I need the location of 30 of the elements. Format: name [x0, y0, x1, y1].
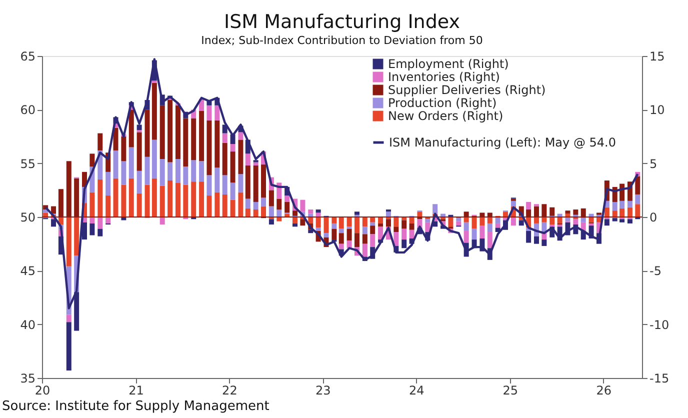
- y-tick-label: 50: [20, 210, 36, 224]
- y2-tick-label: 10: [650, 103, 665, 118]
- y2-tick-label: -10: [650, 318, 670, 332]
- x-tick-label: 21: [128, 384, 144, 398]
- y-tick-label: 45: [20, 264, 36, 278]
- y-tick-label: 55: [20, 156, 36, 171]
- y2-tick-label: 5: [650, 156, 658, 171]
- legend-label: Supplier Deliveries (Right): [388, 83, 546, 97]
- chart-title: ISM Manufacturing Index: [224, 11, 460, 33]
- y2-tick-label: -5: [650, 264, 662, 278]
- x-tick-label: 23: [316, 384, 331, 398]
- y-tick-label: 35: [20, 372, 36, 386]
- legend-label: Inventories (Right): [388, 70, 500, 84]
- legend-label: Production (Right): [388, 96, 497, 110]
- x-tick-label: 24: [408, 384, 424, 398]
- y2-tick-label: 15: [650, 50, 665, 64]
- legend-label: New Orders (Right): [388, 109, 504, 123]
- x-tick-label: 25: [502, 384, 518, 398]
- legend-label: Employment (Right): [388, 57, 509, 71]
- y2-tick-label: 0: [650, 210, 658, 224]
- x-tick-label: 26: [596, 384, 612, 398]
- x-tick-label: 22: [222, 384, 238, 398]
- y-tick-label: 60: [20, 103, 36, 118]
- x-tick-label: 20: [34, 384, 50, 398]
- source-note: Source: Institute for Supply Management: [2, 399, 270, 414]
- chart-subtitle: Index; Sub-Index Contribution to Deviation from 50: [201, 34, 483, 47]
- legend-label: ISM Manufacturing (Left): May @ 54.0: [389, 136, 616, 150]
- y-tick-label: 40: [20, 318, 36, 332]
- y-tick-label: 65: [20, 50, 36, 64]
- y2-tick-label: -15: [650, 372, 670, 386]
